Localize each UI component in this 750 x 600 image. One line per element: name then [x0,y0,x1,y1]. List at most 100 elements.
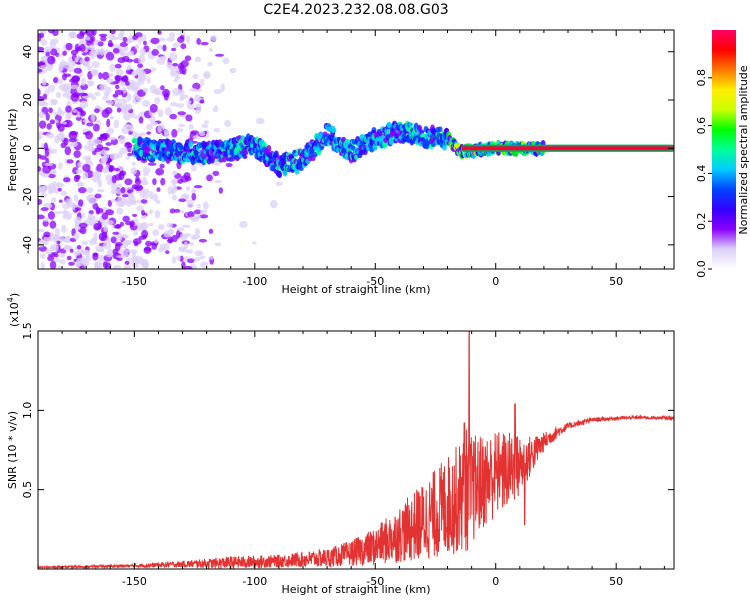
snr-y-label: SNR (10 * v/v) [6,411,19,489]
spectrogram-x-tick-label: -150 [122,275,147,288]
colorbar: 0.0 0.2 0.4 0.6 0.8 Normalized spectral ampl… [695,30,750,278]
spectrogram-cell [202,201,209,210]
spectrogram-cell [48,148,58,154]
snr-frame [37,330,675,570]
spectrogram-cell [191,234,201,240]
spectrogram-cell [40,38,48,46]
spectrogram-cell [266,145,272,153]
spectrogram-cell [59,131,64,139]
spectrogram-cell [85,249,91,258]
spectrogram-cell [47,173,56,179]
spectrogram-cell [53,254,59,258]
spectrogram-cell [118,135,126,145]
spectrogram-cell [140,199,148,204]
spectrogram-cell [171,256,177,264]
spectrogram-cell [115,84,120,90]
spectrogram-cell [76,257,85,267]
spectrogram-cell [110,30,116,35]
spectrogram-cell [168,52,178,61]
spectrogram-cell [131,70,138,77]
spectrogram-cell [49,220,57,229]
spectrogram-cell [94,91,101,97]
spectrogram-cell [62,92,70,98]
spectrogram-cell [163,242,170,252]
spectrogram-x-label: Height of straight line (km) [281,283,430,296]
spectrogram-cell [98,232,107,242]
spectrogram-cell [76,181,85,188]
spectrogram-cell [45,112,50,121]
spectrogram-cell [99,47,105,56]
spectrogram-cell [38,172,45,176]
spectrogram-cell [166,62,173,68]
spectrogram-cell [79,226,87,235]
spectrogram-cell [46,132,55,139]
spectrogram-cell [110,183,118,191]
spectrogram-cell [154,96,161,105]
spectrogram-cell [141,229,149,239]
spectrogram-cell [94,48,101,55]
spectrogram-cell [59,253,66,258]
spectrogram-cell [54,211,62,215]
spectrogram-cell [56,240,61,245]
colorbar-tick-label: 0.6 [695,117,708,135]
spectrogram-cell [101,71,110,81]
spectrogram-cell [151,49,160,56]
spectrogram-cell [112,248,119,255]
spectrogram-cell [38,88,41,97]
spectrogram-cell [58,62,64,72]
spectrogram-cell [63,177,71,183]
spectrogram-cell [269,199,278,209]
spectrogram-cell [179,210,185,214]
spectrogram-cell [252,241,257,245]
spectrogram-cell [97,255,105,262]
spectrogram-cell [131,161,136,166]
snr-multiplier-exp: 4 [6,297,15,302]
spectrogram-cell [108,167,114,173]
spectrogram-cell [97,41,104,47]
colorbar-tick-label: 0.4 [695,165,708,183]
spectrogram-cell [148,209,154,215]
spectrogram-cell [213,88,222,95]
spectrogram-cell [124,260,130,265]
spectrogram-cell [242,154,248,159]
spectrogram-cell [73,150,81,159]
spectrogram-cell [273,150,279,159]
spectrogram-cell [178,144,184,151]
spectrogram-cell [75,169,83,174]
spectrogram-cell [221,156,227,163]
spectrogram-cell [122,266,132,269]
spectrogram-cell [48,107,53,114]
spectrogram-cell [42,219,49,227]
spectrogram-cell [88,215,96,221]
figure-title: C2E4.2023.232.08.08.G03 [263,2,448,18]
spectrogram-cell [93,147,103,152]
spectrogram-cell [218,187,224,194]
spectrogram-cell [75,46,83,51]
spectrogram-cell [149,103,158,113]
spectrogram-cell [185,114,193,122]
colorbar-label: Normalized spectral amplitude [737,65,750,234]
spectrogram-cell [105,174,114,183]
spectrogram-cell [167,185,173,195]
spectrogram-cell [49,119,55,125]
spectrogram-cell [138,67,143,73]
spectrogram-cell [180,43,187,50]
spectrogram-cell [192,135,201,140]
spectrogram-cell [134,178,142,185]
spectrogram-cell [146,131,151,135]
spectrogram-cell [193,257,201,262]
spectrogram-cell [110,236,117,244]
spectrogram-cell [163,92,169,101]
spectrogram-cell [154,209,161,219]
spectrogram-cell [106,248,115,256]
spectrogram-cell [163,230,172,238]
colorbar-tick-label: 0.2 [695,212,708,230]
spectrogram-cell [143,87,149,93]
spectrogram-cell [102,95,109,101]
spectrogram-cell [57,79,64,84]
spectrogram-cell [102,242,112,250]
spectrogram-cell [145,123,153,131]
spectrogram-cell [177,111,186,116]
spectrogram-cell [179,255,184,262]
spectrogram-cell [140,214,147,220]
